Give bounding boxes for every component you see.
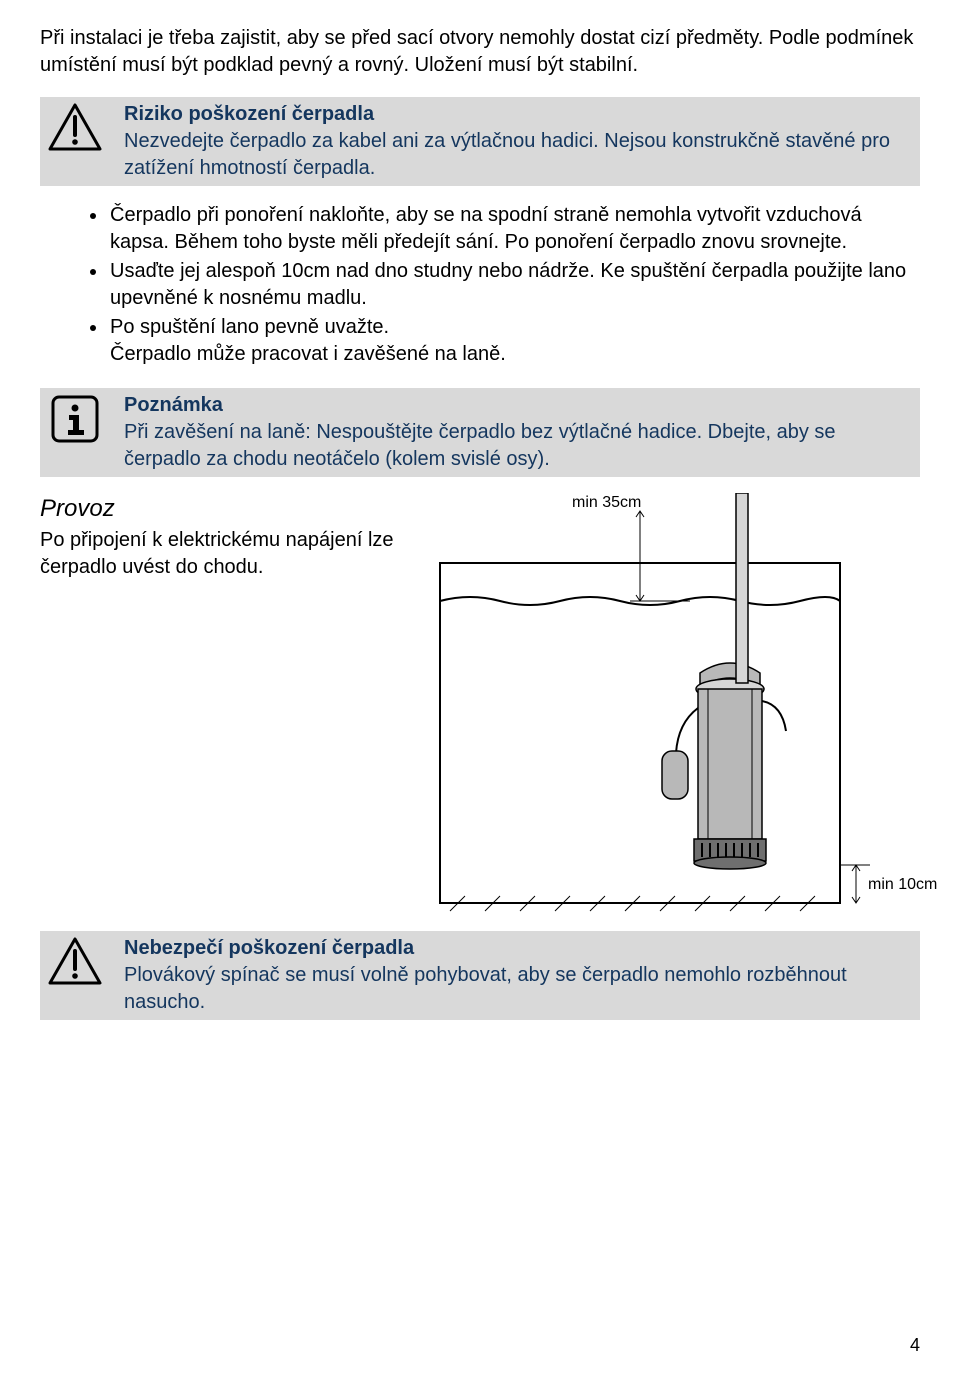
warning2-body: Plovákový spínač se musí volně pohybovat… bbox=[124, 962, 910, 1016]
dim-right-label: min 10cm bbox=[868, 876, 937, 893]
note-callout: Poznámka Při zavěšení na laně: Nespouště… bbox=[40, 388, 920, 477]
info-icon bbox=[50, 394, 100, 444]
warning1-title: Riziko poškození čerpadla bbox=[124, 101, 910, 128]
warning-callout-2: Nebezpečí poškození čerpadla Plovákový s… bbox=[40, 931, 920, 1020]
intro-paragraph: Při instalaci je třeba zajistit, aby se … bbox=[40, 25, 920, 79]
provoz-heading: Provoz bbox=[40, 493, 420, 525]
note-body: Při zavěšení na laně: Nespouštějte čerpa… bbox=[124, 419, 910, 473]
provoz-section: Provoz Po připojení k elektrickému napáj… bbox=[40, 493, 920, 921]
warning-callout-1: Riziko poškození čerpadla Nezvedejte čer… bbox=[40, 97, 920, 186]
warning2-title: Nebezpečí poškození čerpadla bbox=[124, 935, 910, 962]
pump-diagram: min 35cm min 10cm bbox=[430, 493, 940, 921]
provoz-body: Po připojení k elektrickému napájení lze… bbox=[40, 527, 420, 581]
warning-icon bbox=[48, 103, 102, 151]
list-item: Usaďte jej alespoň 10cm nad dno studny n… bbox=[108, 258, 920, 312]
warning-icon bbox=[48, 937, 102, 985]
list-item: Po spuštění lano pevně uvažte. Čerpadlo … bbox=[108, 314, 920, 368]
note-title: Poznámka bbox=[124, 392, 910, 419]
bullet-list-1: Čerpadlo při ponoření nakloňte, aby se n… bbox=[40, 202, 920, 368]
warning1-body: Nezvedejte čerpadlo za kabel ani za výtl… bbox=[124, 128, 910, 182]
dim-top-label: min 35cm bbox=[572, 494, 641, 511]
page-number: 4 bbox=[910, 1333, 920, 1357]
list-item: Čerpadlo při ponoření nakloňte, aby se n… bbox=[108, 202, 920, 256]
